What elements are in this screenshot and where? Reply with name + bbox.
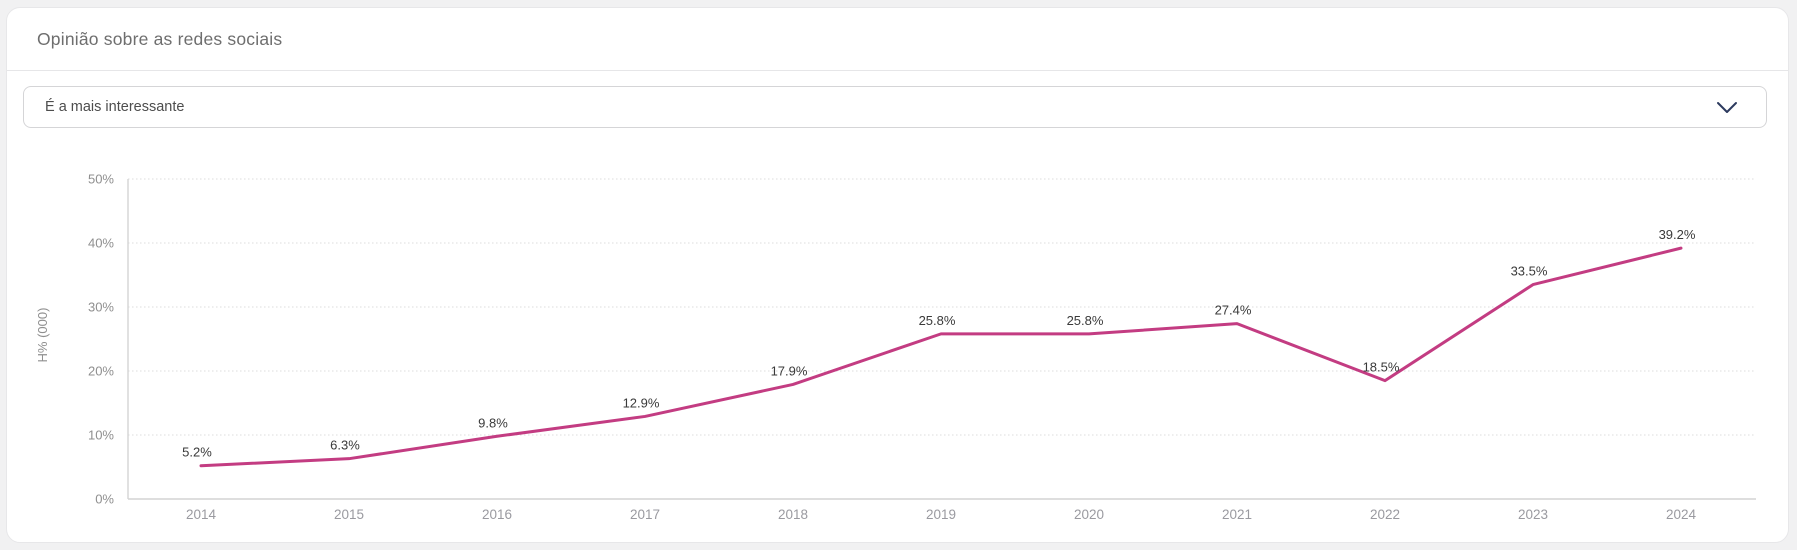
y-axis-title: H% (000) <box>35 308 50 363</box>
data-label: 39.2% <box>1659 227 1696 242</box>
x-axis-tick-label: 2017 <box>630 507 660 522</box>
y-axis-tick-label: 0% <box>95 492 114 507</box>
line-chart-svg: 0% 10% 20% 30% 40% 50% H% (000) 2014 5.2% 2015 6.3… <box>35 172 1756 522</box>
chevron-down-icon <box>1717 101 1737 113</box>
y-axis-tick-label: 10% <box>88 428 114 443</box>
x-axis-tick-label: 2019 <box>926 507 956 522</box>
data-label: 25.8% <box>919 313 956 328</box>
data-label: 9.8% <box>478 415 508 430</box>
x-axis-tick-label: 2022 <box>1370 507 1400 522</box>
y-axis-tick-label: 50% <box>88 172 114 187</box>
line-chart: 0% 10% 20% 30% 40% 50% H% (000) 2014 5.2% 2015 6.3… <box>7 131 1790 536</box>
data-label: 12.9% <box>623 395 660 410</box>
x-axis-tick-label: 2018 <box>778 507 808 522</box>
x-axis-tick-label: 2023 <box>1518 507 1548 522</box>
x-axis-tick-label: 2021 <box>1222 507 1252 522</box>
data-label: 6.3% <box>330 438 360 453</box>
trend-line <box>199 246 1683 468</box>
x-axis-tick-label: 2024 <box>1666 507 1697 522</box>
y-axis-tick-label: 20% <box>88 364 114 379</box>
x-axis-tick-label: 2020 <box>1074 507 1104 522</box>
card-header: Opinião sobre as redes sociais <box>7 8 1788 71</box>
y-axis-tick-label: 30% <box>88 300 114 315</box>
data-label: 17.9% <box>771 363 808 378</box>
x-axis-tick-label: 2014 <box>186 507 217 522</box>
data-label: 27.4% <box>1215 303 1252 318</box>
chart-card: Opinião sobre as redes sociais É a mais … <box>6 7 1789 543</box>
data-label: 18.5% <box>1363 360 1400 375</box>
y-axis-tick-label: 40% <box>88 236 114 251</box>
metric-dropdown-value: É a mais interessante <box>45 99 185 115</box>
data-label: 25.8% <box>1067 313 1104 328</box>
metric-dropdown[interactable]: É a mais interessante <box>23 86 1767 128</box>
x-axis-tick-label: 2016 <box>482 507 512 522</box>
page-title: Opinião sobre as redes sociais <box>37 28 283 49</box>
data-label: 5.2% <box>182 445 212 460</box>
data-label: 33.5% <box>1511 264 1548 279</box>
x-axis-tick-label: 2015 <box>334 507 364 522</box>
